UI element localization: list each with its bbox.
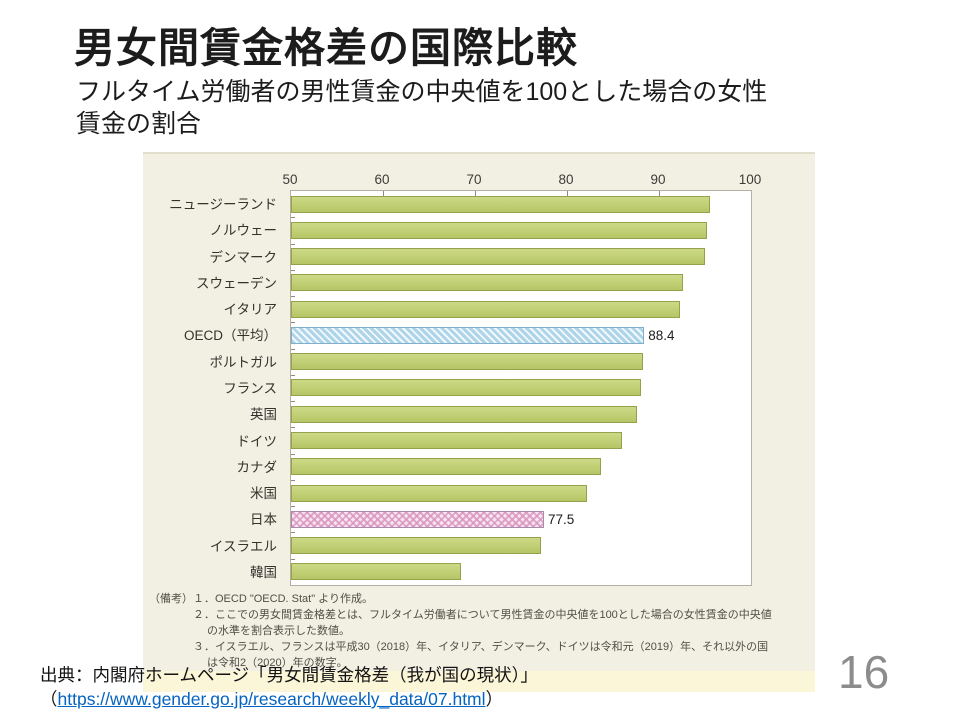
bar-row xyxy=(291,427,751,453)
plot-area: 88.4 77.5 xyxy=(290,190,752,586)
bar xyxy=(291,537,542,555)
chart-note-line: ３．イスラエル、フランスは平成30（2018）年、イタリア、デンマーク、ドイツは… xyxy=(193,641,769,653)
row-boundary-tick xyxy=(291,243,295,245)
bar xyxy=(291,353,644,371)
country-label: スウェーデン xyxy=(196,275,277,291)
page-title: 男女間賃金格差の国際比較 xyxy=(74,25,578,71)
bar-row xyxy=(291,559,751,585)
page-subtitle-line2: 賃金の割合 xyxy=(76,110,202,138)
bar xyxy=(291,326,645,344)
bar xyxy=(291,274,683,292)
bar-row xyxy=(291,375,751,401)
country-label: 韓国 xyxy=(250,564,277,580)
row-boundary-tick xyxy=(291,532,295,534)
country-label: ドイツ xyxy=(236,433,278,449)
bar-row xyxy=(291,349,751,375)
source-citation: 出典：内閣府ホームページ「男女間賃金格差（我が国の現状）」 （https://w… xyxy=(40,663,538,711)
source-close-paren: ） xyxy=(485,689,504,709)
country-label: デンマーク xyxy=(209,249,278,265)
bar xyxy=(291,248,705,266)
row-boundary-tick xyxy=(291,348,295,350)
bar-value-label: 77.5 xyxy=(548,511,575,527)
source-line1: 出典：内閣府ホームページ「男女間賃金格差（我が国の現状）」 xyxy=(40,665,538,685)
row-boundary-tick xyxy=(291,506,295,508)
bar xyxy=(291,563,462,581)
bar xyxy=(291,221,707,239)
bar-row xyxy=(291,532,751,558)
axis-tick-label: 100 xyxy=(738,172,762,187)
page-number: 16 xyxy=(838,646,890,698)
chart-note-line: ２．ここでの男女間賃金格差とは、フルタイム労働者について男性賃金の中央値を100… xyxy=(193,609,772,621)
country-label: 米国 xyxy=(250,486,277,502)
bar xyxy=(291,379,641,397)
axis-tick-label: 60 xyxy=(374,172,390,187)
chart-note-line: の水準を割合表示した数値。 xyxy=(207,625,350,637)
bar-row: 88.4 xyxy=(291,322,751,348)
row-boundary-tick xyxy=(291,453,295,455)
row-boundary-tick xyxy=(291,401,295,403)
row-boundary-tick xyxy=(291,322,295,324)
row-boundary-tick xyxy=(291,374,295,376)
chart-note-line: （備考）１．OECD "OECD. Stat" より作成。 xyxy=(149,593,373,605)
chart-notes: （備考）１．OECD "OECD. Stat" より作成。 ２．ここでの男女間賃金… xyxy=(149,591,809,671)
country-label: 英国 xyxy=(250,407,277,423)
bar xyxy=(291,300,681,318)
axis-tick-label: 80 xyxy=(558,172,574,187)
image-footer-strip xyxy=(143,671,815,692)
chart-note-line: は令和2（2020）年の数字。 xyxy=(207,657,348,669)
bar xyxy=(291,195,710,213)
bar xyxy=(291,405,637,423)
row-boundary-tick xyxy=(291,296,295,298)
country-label: イタリア xyxy=(223,302,277,318)
row-boundary-tick xyxy=(291,479,295,481)
bar-value-label: 88.4 xyxy=(648,327,675,343)
bar-row xyxy=(291,401,751,427)
country-label: ニュージーランド xyxy=(169,197,277,213)
source-line2: （https://www.gender.go.jp/research/weekl… xyxy=(40,687,538,711)
x-axis: 50 60 70 80 90 100 xyxy=(143,154,815,190)
row-boundary-tick xyxy=(291,427,295,429)
axis-tick-label: 90 xyxy=(650,172,666,187)
bar-row xyxy=(291,480,751,506)
bar-row: 77.5 xyxy=(291,506,751,532)
axis-tick-label: 70 xyxy=(466,172,482,187)
country-label: OECD（平均） xyxy=(183,328,277,344)
country-labels: ニュージーランドノルウェーデンマークスウェーデンイタリア OECD（平均） ポルトガ… xyxy=(143,190,284,584)
bar-row xyxy=(291,270,751,296)
axis-tick-mark xyxy=(659,191,660,196)
axis-tick-label: 50 xyxy=(282,172,298,187)
bar-row xyxy=(291,296,751,322)
bar-row xyxy=(291,217,751,243)
bar xyxy=(291,484,588,502)
bar-row xyxy=(291,191,751,217)
country-label: ポルトガル xyxy=(209,354,278,370)
axis-tick-mark xyxy=(567,191,568,196)
source-url-link[interactable]: https://www.gender.go.jp/research/weekly… xyxy=(57,689,486,709)
country-label: フランス xyxy=(223,380,277,396)
page-subtitle: フルタイム労働者の男性賃金の中央値を100とした場合の女性 賃金の割合 xyxy=(76,76,767,140)
row-boundary-tick xyxy=(291,558,295,560)
country-label: カナダ xyxy=(236,459,278,475)
bar-row xyxy=(291,244,751,270)
axis-tick-mark xyxy=(475,191,476,196)
bar-chart: 50 60 70 80 90 100 ニュージーランドノルウェーデンマークスウェーデンイタ… xyxy=(143,152,815,674)
country-label: ノルウェー xyxy=(209,223,278,239)
bar-row xyxy=(291,454,751,480)
bar xyxy=(291,510,544,528)
axis-tick-mark xyxy=(383,191,384,196)
bar xyxy=(291,458,602,476)
page-subtitle-line1: フルタイム労働者の男性賃金の中央値を100とした場合の女性 xyxy=(76,78,768,106)
row-boundary-tick xyxy=(291,269,295,271)
source-open-paren: （ xyxy=(40,689,58,709)
row-boundary-tick xyxy=(291,217,295,219)
bar xyxy=(291,432,623,450)
country-label: イスラエル xyxy=(209,538,277,554)
country-label: 日本 xyxy=(250,512,277,528)
